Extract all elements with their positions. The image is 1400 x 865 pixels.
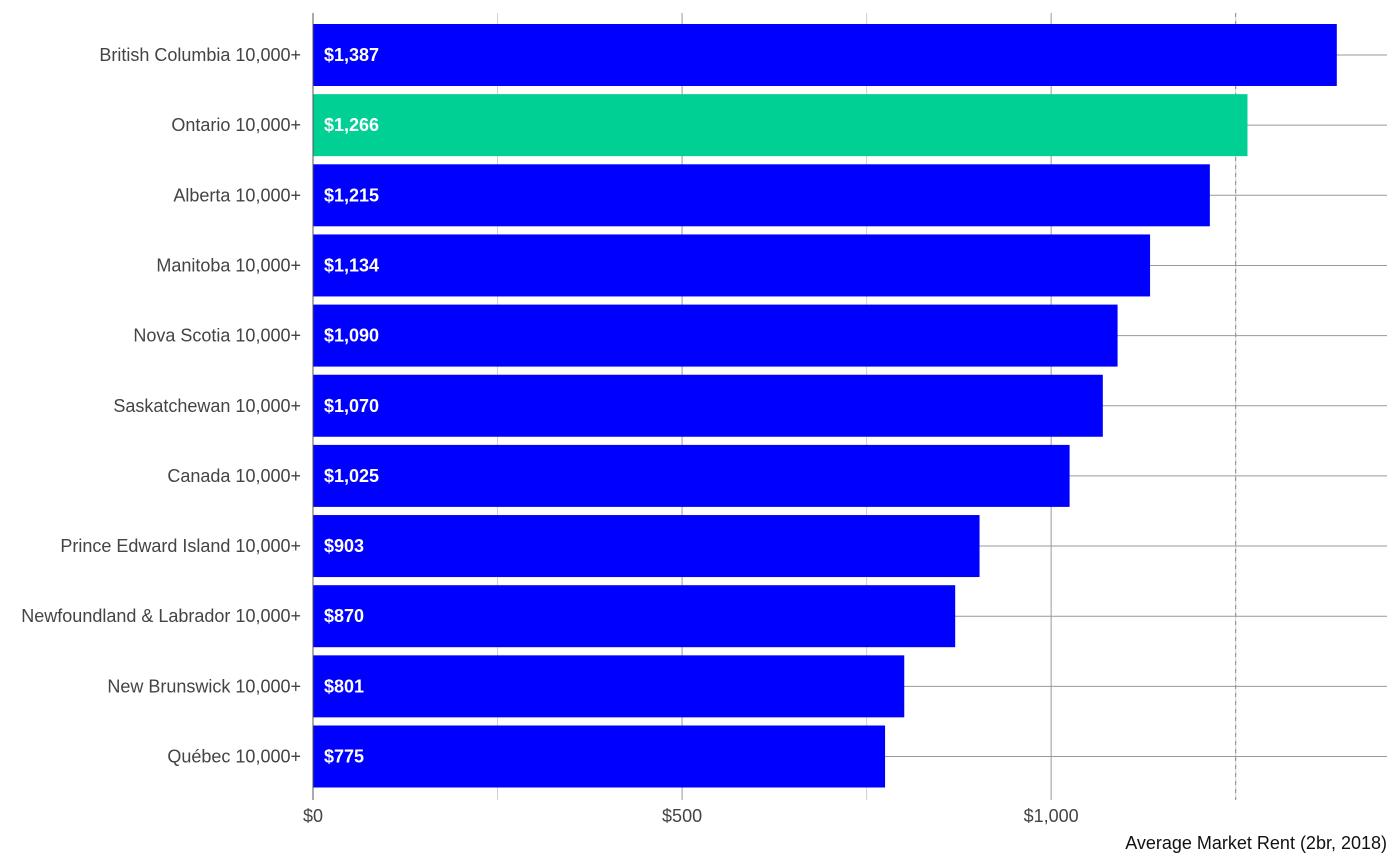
category-label: Nova Scotia 10,000+ — [133, 326, 301, 346]
bar-value-label: $903 — [324, 536, 364, 556]
bar — [313, 94, 1248, 157]
bar — [313, 24, 1337, 86]
bar — [313, 234, 1151, 297]
bar — [313, 655, 905, 718]
category-label: Prince Edward Island 10,000+ — [60, 536, 301, 556]
bar — [313, 164, 1210, 227]
bar — [313, 444, 1070, 507]
bar-value-label: $1,090 — [324, 326, 379, 346]
bar — [313, 304, 1118, 367]
category-label: Québec 10,000+ — [167, 747, 301, 767]
category-label: Saskatchewan 10,000+ — [113, 396, 301, 416]
x-tick-label: $0 — [303, 806, 323, 826]
bar-value-label: $1,134 — [324, 255, 379, 275]
category-label: New Brunswick 10,000+ — [107, 676, 301, 696]
bar-value-label: $1,070 — [324, 396, 379, 416]
bar-value-label: $1,025 — [324, 466, 379, 486]
bar-value-label: $1,387 — [324, 45, 379, 65]
bar-layer — [313, 24, 1337, 788]
bar — [313, 374, 1103, 437]
bar-value-label: $775 — [324, 747, 364, 767]
bar — [313, 725, 886, 788]
bar-value-label: $1,266 — [324, 115, 379, 135]
category-label: Canada 10,000+ — [167, 466, 301, 486]
bar-value-label: $1,215 — [324, 185, 379, 205]
x-tick-label: $500 — [662, 806, 702, 826]
category-label: Alberta 10,000+ — [173, 185, 301, 205]
bar-value-label: $801 — [324, 676, 364, 696]
bar-value-label: $870 — [324, 606, 364, 626]
category-label: Newfoundland & Labrador 10,000+ — [21, 606, 301, 626]
x-tick-label: $1,000 — [1024, 806, 1079, 826]
category-label: Ontario 10,000+ — [171, 115, 301, 135]
label-layer: $0 $500 $1,000 $1,387 British Columbia 10,00… — [21, 45, 1078, 826]
category-label: British Columbia 10,000+ — [99, 45, 301, 65]
bar — [313, 585, 956, 648]
x-axis-title: Average Market Rent (2br, 2018) — [1125, 833, 1387, 853]
category-label: Manitoba 10,000+ — [156, 255, 301, 275]
bar — [313, 515, 980, 578]
